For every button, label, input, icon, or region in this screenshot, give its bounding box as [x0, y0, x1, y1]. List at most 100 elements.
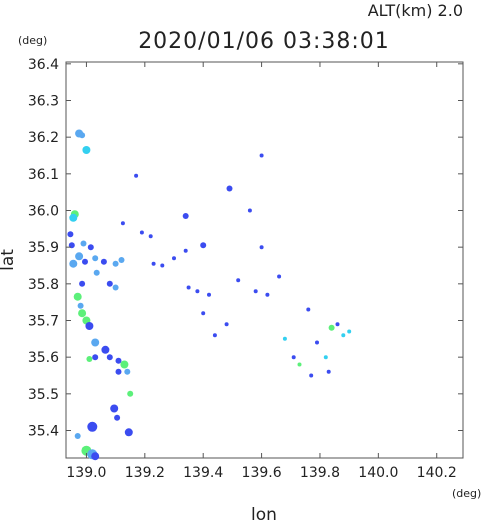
data-point: [201, 311, 206, 316]
x-unit-label: (deg): [452, 487, 481, 500]
y-tick-label: 36.4: [28, 57, 59, 73]
y-tick-label: 36.3: [28, 94, 59, 110]
data-point: [69, 213, 78, 222]
data-point: [309, 373, 314, 378]
data-point: [127, 390, 134, 397]
data-point: [92, 255, 99, 262]
data-point: [172, 256, 176, 261]
data-point: [91, 338, 100, 347]
data-point: [183, 248, 188, 253]
data-point: [114, 414, 121, 421]
data-point: [112, 260, 119, 267]
data-point: [139, 230, 144, 235]
x-tick-label: 139.8: [300, 465, 340, 481]
data-point: [101, 345, 110, 354]
data-point: [182, 213, 189, 219]
data-point: [80, 240, 87, 247]
data-point: [306, 307, 311, 312]
data-point: [73, 292, 82, 301]
data-point: [224, 322, 229, 327]
x-axis-label: lon: [251, 505, 277, 521]
data-point: [86, 356, 93, 362]
data-point: [110, 404, 119, 413]
x-tick-label: 139.0: [66, 465, 106, 481]
data-point: [106, 280, 113, 287]
y-axis-label: lat: [0, 249, 18, 271]
data-point: [120, 221, 125, 226]
data-point: [259, 153, 264, 158]
data-point: [79, 280, 86, 287]
y-tick-label: 35.8: [28, 277, 59, 293]
data-point: [247, 208, 252, 213]
data-point: [100, 258, 107, 265]
data-point: [74, 433, 81, 439]
data-point: [112, 284, 119, 291]
data-point: [328, 324, 335, 331]
data-point: [79, 132, 86, 139]
x-axis-ticks: 139.0 139.2 139.4 139.6 139.8 140.0 140.2: [66, 62, 457, 481]
y-tick-label: 35.7: [28, 314, 59, 330]
data-point: [78, 309, 87, 318]
data-point: [120, 360, 129, 369]
x-tick-label: 140.2: [417, 465, 457, 481]
data-point: [341, 333, 346, 338]
data-point: [297, 362, 302, 367]
data-point: [124, 368, 131, 375]
data-point: [85, 322, 94, 330]
data-point: [323, 355, 328, 360]
y-tick-label: 36.1: [28, 167, 59, 183]
data-point: [347, 329, 352, 334]
data-point: [115, 357, 122, 364]
data-point: [87, 244, 94, 251]
data-point: [277, 274, 282, 279]
data-point: [226, 185, 233, 192]
y-tick-label: 36.0: [28, 204, 59, 220]
data-point: [291, 355, 296, 360]
data-point: [236, 278, 241, 283]
data-points: [67, 129, 352, 461]
data-point: [207, 292, 211, 297]
data-point: [148, 234, 153, 239]
data-point: [195, 289, 200, 294]
data-point: [69, 259, 78, 268]
data-point: [67, 231, 74, 238]
data-point: [87, 421, 98, 432]
data-point: [265, 292, 270, 297]
x-tick-label: 139.4: [183, 465, 223, 481]
data-point: [315, 340, 319, 345]
data-point: [160, 263, 165, 268]
data-point: [93, 269, 100, 276]
y-tick-label: 35.4: [28, 424, 59, 440]
data-point: [151, 261, 156, 266]
data-point: [82, 258, 88, 265]
data-point: [115, 368, 122, 375]
data-point: [91, 452, 100, 461]
data-point: [200, 242, 207, 249]
y-tick-label: 35.9: [28, 240, 59, 256]
y-tick-label: 35.6: [28, 350, 59, 366]
y-tick-label: 36.2: [28, 130, 59, 146]
data-point: [106, 354, 113, 361]
data-point: [212, 333, 217, 338]
data-point: [82, 146, 91, 154]
y-axis-ticks: 35.4 35.5 35.6 35.7 35.8 35.9 36.0 36.1 36.2 36.3…: [28, 57, 463, 440]
data-point: [335, 322, 340, 327]
x-tick-label: 140.0: [358, 465, 398, 481]
x-tick-label: 139.6: [242, 465, 282, 481]
x-tick-label: 139.2: [125, 465, 165, 481]
data-point: [259, 245, 264, 250]
data-point: [326, 369, 331, 374]
data-point: [134, 173, 139, 178]
data-point: [118, 257, 125, 263]
data-point: [75, 252, 84, 261]
chart-title: 2020/01/06 03:38:01: [138, 29, 390, 54]
data-point: [124, 428, 133, 437]
y-unit-label: (deg): [18, 34, 47, 47]
data-point: [253, 289, 258, 294]
data-point: [92, 354, 99, 361]
data-point: [77, 302, 84, 309]
alt-label: ALT(km) 2.0: [368, 1, 463, 20]
y-tick-label: 35.5: [28, 387, 59, 403]
data-point: [186, 285, 191, 290]
